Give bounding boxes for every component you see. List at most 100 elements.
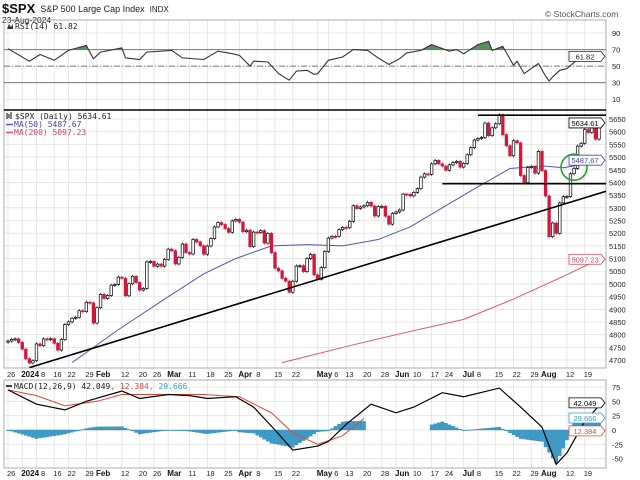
macd-histogram-bar	[31, 429, 35, 438]
x-tick-label: 26	[7, 469, 15, 478]
candle	[216, 222, 220, 228]
candle	[259, 230, 263, 233]
candle	[476, 138, 480, 141]
candle	[469, 147, 473, 156]
candle	[397, 209, 402, 213]
macd-histogram-bar	[362, 421, 366, 431]
candle	[70, 317, 74, 323]
rsi-legend: RSI(14) 61.82	[7, 22, 78, 31]
price-tick-label: 4800	[609, 331, 626, 340]
rsi-tick-label: 50	[612, 62, 620, 71]
candle	[462, 163, 466, 168]
macd-histogram-bar	[248, 429, 252, 434]
macd-histogram-bar	[526, 429, 530, 440]
x-tick-label: Aug	[541, 370, 557, 379]
candle	[515, 140, 519, 144]
x-tick-label: 12	[121, 469, 129, 478]
candle	[24, 348, 28, 360]
macd-histogram-bar	[330, 428, 334, 431]
price-tick-label: 5250	[609, 216, 626, 225]
candle	[191, 239, 195, 255]
x-tick-label: 15	[274, 469, 282, 478]
macd-histogram-bar	[251, 429, 256, 434]
indicator-icon	[7, 24, 13, 29]
candle	[551, 222, 555, 237]
macd-histogram-bar	[276, 429, 281, 445]
macd-histogram-bar	[223, 429, 227, 432]
x-tick-label: Jun	[395, 370, 409, 379]
candle	[145, 261, 149, 289]
price-legend: $SPX (Daily) 5634.61 MA(50) 5487.67 MA(2…	[6, 112, 112, 137]
x-tick-label: Mar	[167, 370, 181, 379]
macd-histogram-bar	[162, 429, 167, 431]
candle	[554, 222, 558, 234]
macd-histogram-bar	[216, 429, 220, 433]
price-tick-label: 4900	[609, 305, 626, 314]
candle	[494, 123, 498, 129]
candle	[365, 202, 370, 207]
price-tick-label: 5100	[609, 255, 626, 264]
candle	[41, 338, 46, 347]
macd-histogram-bar	[312, 429, 316, 435]
candle	[294, 265, 299, 282]
candle	[447, 164, 452, 171]
x-tick-label: 26	[153, 370, 161, 379]
candle	[9, 338, 14, 342]
candle	[536, 151, 541, 174]
candle	[20, 341, 24, 350]
candle	[526, 167, 530, 183]
macd-histogram-bar	[45, 429, 49, 438]
macd-histogram-bar	[437, 422, 441, 431]
macd-histogram-bar	[177, 429, 181, 431]
candle	[106, 295, 110, 299]
candle	[454, 161, 459, 164]
price-tick-label: 4700	[609, 356, 626, 365]
macd-legend-main: MACD(12,26,9) 42.049	[14, 382, 111, 391]
candle	[465, 154, 469, 164]
macd-histogram-bar	[490, 427, 494, 431]
macd-histogram-bar	[230, 429, 235, 431]
price-tick-label: 4850	[609, 318, 626, 327]
exchange-label: INDX	[150, 5, 170, 14]
candle	[511, 140, 516, 157]
x-tick-label: 18	[206, 370, 214, 379]
macd-value-tag: 42.049	[574, 399, 597, 408]
x-tick-label: 20	[363, 469, 371, 478]
x-tick-label: 17	[431, 370, 439, 379]
macd-histogram-bar	[88, 427, 92, 431]
price-plot	[6, 113, 606, 368]
candle	[390, 213, 395, 225]
rsi-series	[4, 40, 606, 84]
candle	[84, 301, 88, 312]
rsi-tick-label: 30	[612, 79, 620, 88]
macd-signal-value-tag-box	[568, 425, 606, 437]
price-tick-label: 5600	[609, 128, 626, 137]
candle	[301, 265, 306, 272]
x-tick-label: 24	[445, 370, 453, 379]
x-tick-label: Apr	[238, 469, 252, 478]
candle	[184, 243, 188, 253]
macd-histogram-bar	[554, 429, 558, 464]
candle	[298, 265, 302, 268]
candle	[319, 267, 323, 280]
x-tick-label: 15	[274, 370, 282, 379]
x-tick-label: 12	[566, 370, 574, 379]
rsi-panel	[3, 19, 607, 111]
macd-histogram-bar	[73, 429, 78, 432]
candle	[501, 114, 505, 136]
macd-histogram-bar	[540, 429, 544, 442]
macd-histogram-bar	[205, 429, 210, 434]
candle	[91, 302, 96, 324]
x-tick-label: 29	[530, 469, 538, 478]
macd-histogram-bar	[123, 427, 128, 431]
x-tick-label: 29	[85, 469, 93, 478]
x-tick-label: 12	[121, 370, 129, 379]
ma50-value-tag-box	[568, 154, 606, 166]
x-tick-label: 11	[189, 370, 197, 379]
macd-histogram-bar	[66, 429, 71, 434]
watermark: © StockCharts.com	[545, 9, 618, 19]
macd-histogram-bar	[241, 429, 245, 433]
candle	[212, 226, 217, 239]
candle	[561, 196, 566, 204]
macd-histogram-bar	[476, 429, 480, 431]
